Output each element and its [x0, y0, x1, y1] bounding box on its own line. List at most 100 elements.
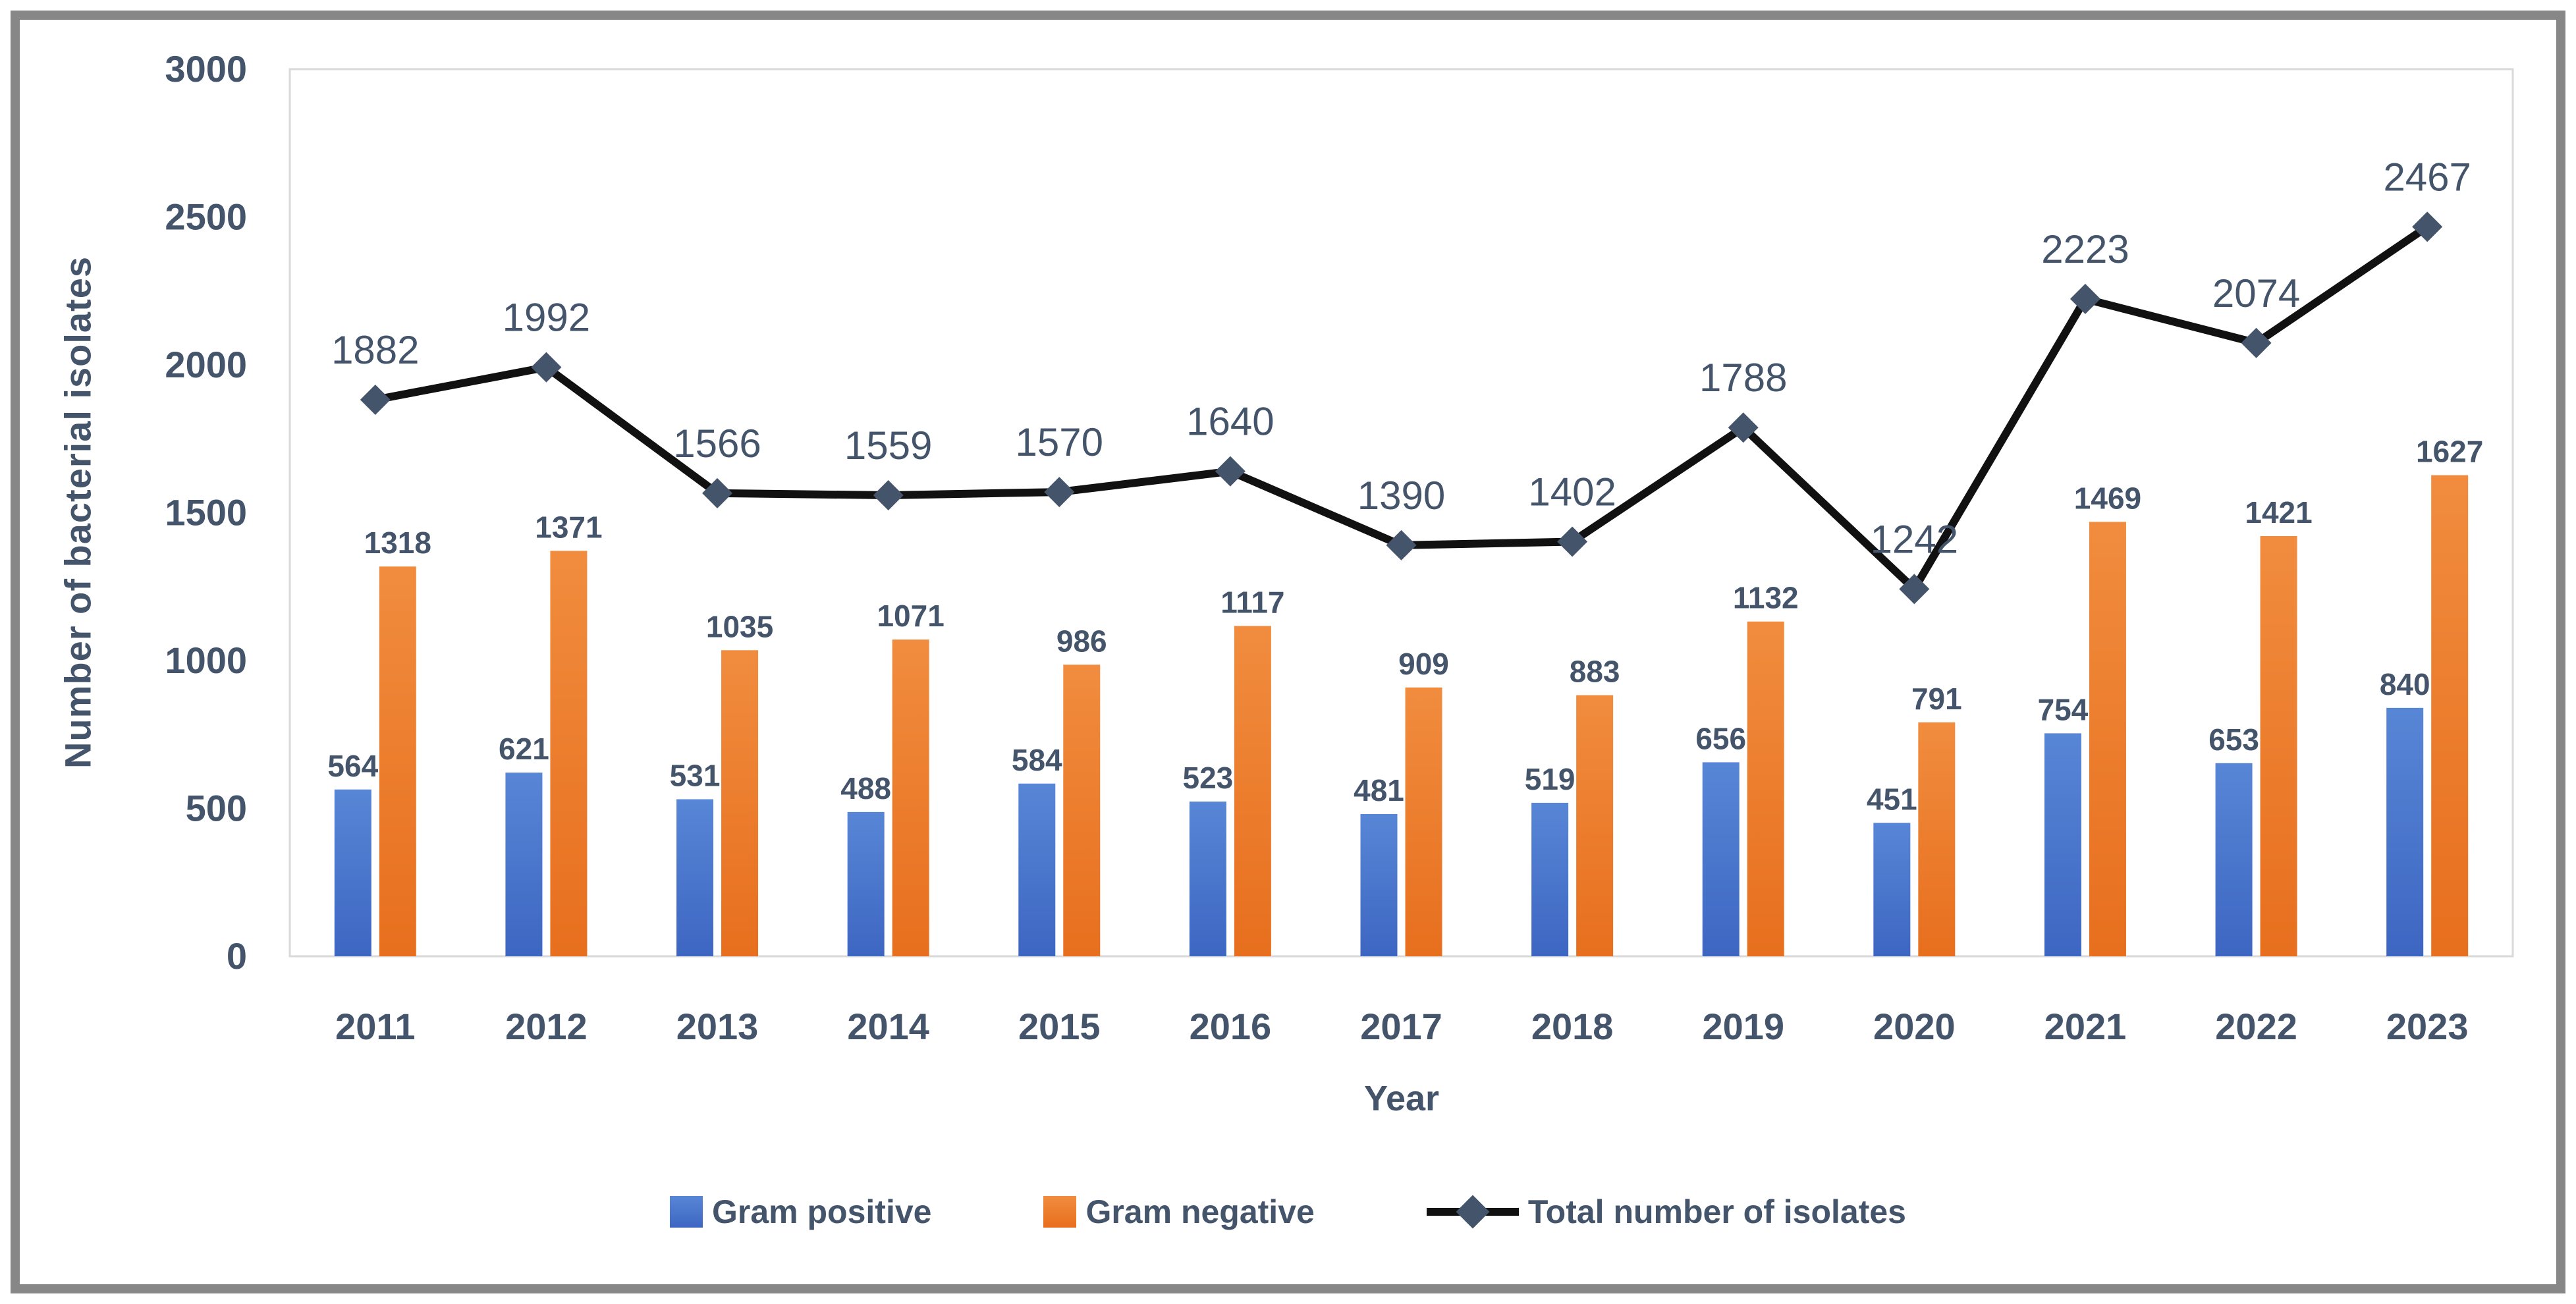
legend: Gram positive Gram negative Total number… [0, 1169, 2576, 1255]
x-tick-label-2019: 2019 [1702, 1006, 1784, 1047]
legend-diamond-marker-icon [1456, 1195, 1490, 1229]
legend-label-gram-negative: Gram negative [1085, 1193, 1315, 1230]
bar-gram-positive-2021 [2044, 733, 2081, 956]
legend-item-gram-positive: Gram positive [670, 1193, 931, 1231]
total-marker-2015 [1044, 477, 1075, 508]
x-tick-label-2018: 2018 [1531, 1006, 1614, 1047]
bar-label-gram-positive: 656 [1695, 721, 1746, 755]
bar-gram-negative-2020 [1918, 722, 1956, 956]
bar-label-gram-negative: 1071 [877, 599, 944, 633]
bar-label-gram-positive: 653 [2208, 722, 2259, 757]
total-marker-2022 [2241, 327, 2272, 358]
y-tick-label: 2500 [165, 196, 247, 238]
bar-gram-positive-2014 [847, 811, 885, 956]
bar-gram-negative-2011 [379, 566, 416, 956]
total-marker-2023 [2412, 211, 2443, 242]
bar-gram-positive-2016 [1189, 801, 1226, 956]
y-axis-title: Number of bacterial isolates [57, 256, 99, 769]
bar-gram-positive-2011 [334, 789, 371, 956]
x-tick-label-2014: 2014 [847, 1006, 929, 1047]
bar-label-gram-positive: 754 [2038, 692, 2089, 726]
bar-gram-positive-2012 [505, 773, 543, 956]
total-label: 1788 [1699, 356, 1787, 400]
bar-label-gram-positive: 840 [2380, 667, 2430, 701]
bar-label-gram-negative: 1371 [535, 510, 602, 544]
y-tick-label: 1500 [165, 492, 247, 533]
total-marker-2017 [1386, 530, 1417, 560]
bar-label-gram-negative: 1117 [1220, 585, 1284, 619]
bar-label-gram-negative: 883 [1570, 655, 1620, 689]
plot-area [288, 68, 2514, 958]
y-tick-label: 1000 [165, 639, 247, 681]
total-marker-2020 [1899, 574, 1930, 605]
legend-item-gram-negative: Gram negative [1043, 1193, 1315, 1231]
total-label: 1559 [844, 423, 932, 468]
bar-label-gram-positive: 519 [1525, 762, 1576, 796]
total-marker-2021 [2069, 283, 2100, 314]
total-label: 1570 [1016, 420, 1103, 464]
total-marker-2018 [1557, 526, 1588, 557]
bar-label-gram-negative: 1469 [2074, 481, 2141, 515]
x-axis-title: Year [1363, 1079, 1440, 1118]
total-label: 1882 [331, 328, 419, 372]
total-label: 2074 [2212, 271, 2300, 315]
total-label: 2223 [2041, 227, 2129, 271]
bar-label-gram-positive: 621 [499, 732, 549, 766]
bar-label-gram-negative: 1421 [2245, 495, 2312, 530]
bar-label-gram-positive: 564 [327, 749, 378, 783]
gram-positive-swatch [670, 1196, 703, 1228]
y-tick-label: 3000 [165, 48, 247, 90]
total-label: 1566 [673, 421, 761, 466]
bar-gram-negative-2016 [1234, 626, 1271, 956]
bar-gram-negative-2022 [2260, 535, 2297, 956]
bar-label-gram-positive: 531 [670, 759, 721, 793]
bar-gram-negative-2013 [721, 650, 759, 956]
bar-gram-negative-2018 [1576, 695, 1614, 956]
bar-label-gram-positive: 488 [840, 771, 891, 805]
bar-gram-negative-2014 [892, 639, 929, 956]
bar-label-gram-positive: 584 [1012, 743, 1062, 777]
bar-gram-positive-2023 [2386, 707, 2424, 956]
bar-label-gram-negative: 791 [1911, 682, 1962, 716]
x-tick-label-2013: 2013 [676, 1006, 759, 1047]
bar-gram-positive-2013 [676, 799, 714, 956]
legend-item-total-isolates: Total number of isolates [1426, 1193, 1906, 1231]
x-tick-label-2016: 2016 [1190, 1006, 1272, 1047]
bar-label-gram-positive: 523 [1183, 761, 1234, 795]
bar-gram-negative-2015 [1063, 665, 1101, 956]
bar-gram-negative-2019 [1747, 621, 1784, 956]
total-label: 1992 [503, 296, 590, 340]
total-label: 1402 [1528, 470, 1616, 514]
bar-label-gram-negative: 909 [1398, 647, 1449, 681]
total-marker-2011 [360, 384, 391, 415]
legend-label-gram-positive: Gram positive [712, 1193, 932, 1230]
y-tick-label: 0 [227, 935, 247, 977]
total-label: 1242 [1871, 517, 1958, 561]
total-line-swatch [1426, 1193, 1519, 1230]
x-tick-label-2020: 2020 [1873, 1006, 1956, 1047]
total-marker-2012 [531, 352, 562, 383]
bar-gram-negative-2023 [2431, 475, 2469, 956]
x-tick-label-2022: 2022 [2215, 1006, 2297, 1047]
bar-label-gram-negative: 986 [1056, 624, 1107, 658]
gram-negative-swatch [1043, 1196, 1077, 1228]
total-marker-2019 [1728, 412, 1759, 443]
total-label: 1640 [1186, 400, 1274, 444]
x-tick-label-2015: 2015 [1018, 1006, 1101, 1047]
total-label: 2467 [2383, 155, 2471, 199]
bar-label-gram-negative: 1627 [2416, 434, 2483, 468]
total-marker-2013 [702, 477, 733, 508]
bar-label-gram-negative: 1318 [364, 526, 431, 560]
bar-label-gram-negative: 1035 [706, 609, 773, 643]
x-tick-label-2012: 2012 [505, 1006, 588, 1047]
bar-label-gram-positive: 451 [1867, 782, 1917, 817]
total-label: 1390 [1357, 474, 1445, 518]
legend-label-total-isolates: Total number of isolates [1527, 1193, 1906, 1230]
bar-gram-positive-2018 [1531, 802, 1569, 956]
x-tick-label-2011: 2011 [335, 1006, 416, 1047]
y-tick-label: 500 [186, 788, 247, 829]
bar-gram-positive-2017 [1360, 814, 1398, 956]
